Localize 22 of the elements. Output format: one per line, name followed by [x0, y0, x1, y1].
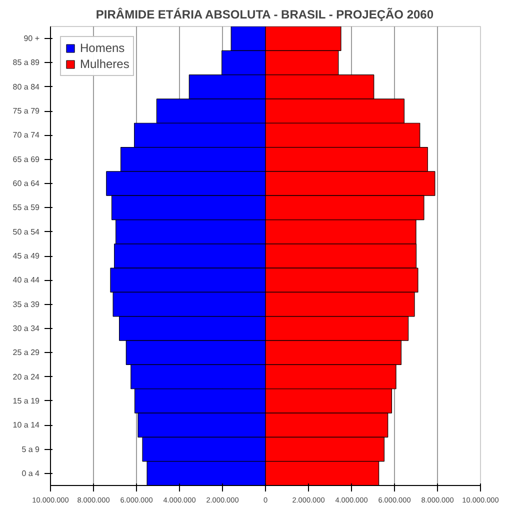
y-tick-label: 45 a 49: [12, 252, 40, 260]
legend-label: Homens: [80, 41, 125, 55]
y-tick-label: 55 a 59: [12, 203, 40, 212]
y-tick-label: 70 a 74: [12, 130, 40, 140]
legend-label: Mulheres: [80, 57, 130, 71]
y-tick-label: 15 a 19: [12, 396, 40, 406]
y-tick-label: 10 a 14: [12, 420, 40, 430]
y-tick-label: 30 a 34: [12, 324, 40, 333]
y-tick-label: 40 a 44: [12, 276, 40, 285]
y-tick-label: 25 a 29: [12, 348, 40, 358]
y-tick-label: 80 a 84: [12, 82, 40, 92]
y-tick-label: 50 a 54: [12, 227, 40, 236]
y-tick-label: 65 a 69: [12, 154, 40, 164]
chart-title: PIRÂMIDE ETÁRIA ABSOLUTA - BRASIL - PROJEÇÃO 2060: [96, 8, 434, 22]
y-tick-label: 20 a 24: [12, 372, 40, 382]
y-tick-label: 0 a 4: [22, 468, 40, 478]
y-tick-label: 60 a 64: [12, 179, 40, 188]
y-tick-label: 75 a 79: [12, 106, 40, 116]
y-tick-label: 90 +: [24, 34, 40, 44]
y-tick-label: 35 a 39: [12, 300, 40, 309]
y-tick-label: 5 a 9: [22, 444, 40, 454]
y-tick-label: 85 a 89: [12, 58, 40, 68]
